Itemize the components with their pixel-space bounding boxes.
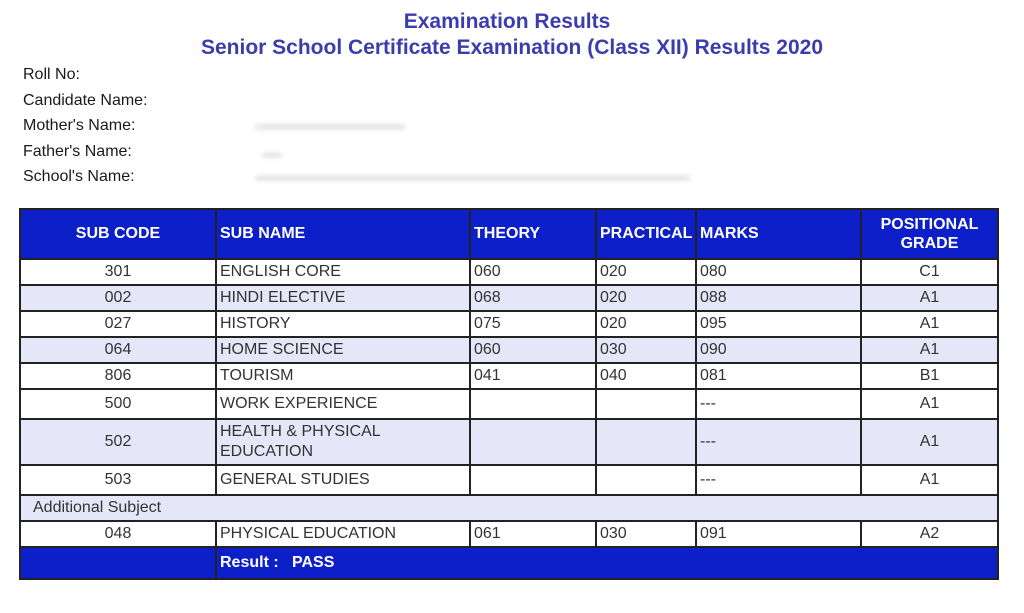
sub-name-cell: TOURISM: [215, 362, 471, 390]
candidate-info: Roll No: Candidate Name: Mother's Name: …: [23, 64, 148, 192]
redacted-school-name: [255, 175, 690, 181]
result-value: PASS: [292, 554, 335, 571]
roll-no-label: Roll No:: [23, 66, 80, 83]
col-header-marks: MARKS: [695, 208, 862, 260]
grade-cell: A2: [860, 520, 999, 548]
redacted-mother-name: [255, 124, 405, 130]
page-subtitle: Senior School Certificate Examination (C…: [200, 36, 824, 59]
additional-subject-label: Additional Subject: [19, 494, 999, 522]
practical-cell: 030: [595, 336, 697, 364]
marks-cell: ---: [695, 388, 862, 420]
results-table: SUB CODE SUB NAME THEORY PRACTICAL MARKS…: [19, 208, 999, 580]
col-header-practical: PRACTICAL: [595, 208, 697, 260]
grade-cell: A1: [860, 336, 999, 364]
sub-name-cell: HINDI ELECTIVE: [215, 284, 471, 312]
practical-cell: [595, 418, 697, 466]
result-cell: Result : PASS: [215, 546, 999, 580]
sub-code-cell: 503: [19, 464, 217, 496]
grade-cell: A1: [860, 388, 999, 420]
practical-cell: [595, 388, 697, 420]
table-row: 064 HOME SCIENCE 060 030 090 A1: [19, 336, 999, 364]
col-header-theory: THEORY: [469, 208, 597, 260]
grade-cell: B1: [860, 362, 999, 390]
sub-code-cell: 500: [19, 388, 217, 420]
marks-cell: ---: [695, 464, 862, 496]
sub-code-cell: 301: [19, 258, 217, 286]
table-row: 301 ENGLISH CORE 060 020 080 C1: [19, 258, 999, 286]
practical-cell: 020: [595, 284, 697, 312]
marks-cell: ---: [695, 418, 862, 466]
theory-cell: 060: [469, 258, 597, 286]
table-row: 806 TOURISM 041 040 081 B1: [19, 362, 999, 390]
theory-cell: 060: [469, 336, 597, 364]
theory-cell: [469, 464, 597, 496]
col-header-sub-code: SUB CODE: [19, 208, 217, 260]
sub-name-cell: HISTORY: [215, 310, 471, 338]
sub-name-cell: HOME SCIENCE: [215, 336, 471, 364]
practical-cell: 020: [595, 258, 697, 286]
marks-cell: 090: [695, 336, 862, 364]
marks-cell: 080: [695, 258, 862, 286]
table-row: 503 GENERAL STUDIES --- A1: [19, 464, 999, 496]
sub-code-cell: 002: [19, 284, 217, 312]
page-title: Examination Results: [403, 10, 611, 33]
grade-cell: A1: [860, 464, 999, 496]
candidate-name-label: Candidate Name:: [23, 91, 148, 109]
marks-cell: 091: [695, 520, 862, 548]
table-row: 500 WORK EXPERIENCE --- A1: [19, 388, 999, 420]
grade-cell: C1: [860, 258, 999, 286]
sub-code-cell: 502: [19, 418, 217, 466]
theory-cell: 068: [469, 284, 597, 312]
result-row: Result : PASS: [19, 546, 999, 580]
sub-code-cell: 048: [19, 520, 217, 548]
sub-code-cell: 064: [19, 336, 217, 364]
practical-cell: 040: [595, 362, 697, 390]
marks-cell: 088: [695, 284, 862, 312]
sub-name-cell: ENGLISH CORE: [215, 258, 471, 286]
sub-code-cell: 027: [19, 310, 217, 338]
sub-name-cell: HEALTH & PHYSICAL EDUCATION: [215, 418, 471, 466]
table-row: 002 HINDI ELECTIVE 068 020 088 A1: [19, 284, 999, 312]
col-header-sub-name: SUB NAME: [215, 208, 471, 260]
table-row: 048 PHYSICAL EDUCATION 061 030 091 A2: [19, 520, 999, 548]
additional-subject-row: Additional Subject: [19, 494, 999, 522]
theory-cell: 075: [469, 310, 597, 338]
theory-cell: [469, 418, 597, 466]
marks-cell: 095: [695, 310, 862, 338]
table-header-row: SUB CODE SUB NAME THEORY PRACTICAL MARKS…: [19, 208, 999, 260]
result-label: Result :: [220, 554, 279, 571]
grade-cell: A1: [860, 310, 999, 338]
redacted-father-name: [262, 152, 282, 158]
sub-name-cell: PHYSICAL EDUCATION: [215, 520, 471, 548]
practical-cell: [595, 464, 697, 496]
sub-code-cell: 806: [19, 362, 217, 390]
table-row: 502 HEALTH & PHYSICAL EDUCATION --- A1: [19, 418, 999, 466]
theory-cell: 061: [469, 520, 597, 548]
sub-name-cell: WORK EXPERIENCE: [215, 388, 471, 420]
table-row: 027 HISTORY 075 020 095 A1: [19, 310, 999, 338]
school-name-label: School's Name:: [23, 168, 135, 185]
col-header-positional-grade: POSITIONAL GRADE: [860, 208, 999, 260]
theory-cell: 041: [469, 362, 597, 390]
sub-name-cell: GENERAL STUDIES: [215, 464, 471, 496]
marks-cell: 081: [695, 362, 862, 390]
grade-cell: A1: [860, 284, 999, 312]
practical-cell: 030: [595, 520, 697, 548]
grade-cell: A1: [860, 418, 999, 466]
practical-cell: 020: [595, 310, 697, 338]
mother-name-label: Mother's Name:: [23, 117, 136, 134]
father-name-label: Father's Name:: [23, 142, 132, 160]
result-empty-cell: [19, 546, 217, 580]
theory-cell: [469, 388, 597, 420]
